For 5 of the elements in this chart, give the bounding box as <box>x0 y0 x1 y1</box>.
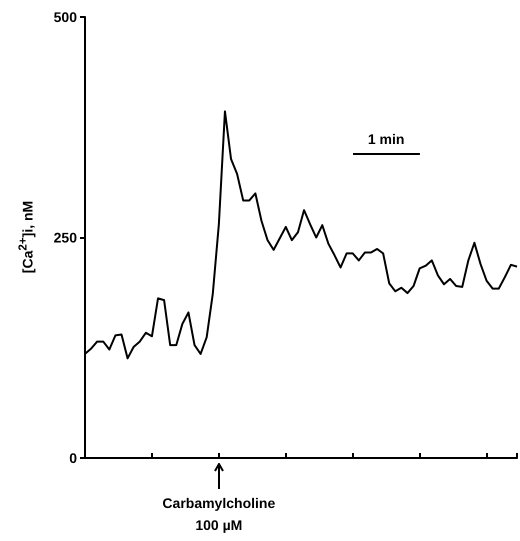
y-tick-label: 0 <box>69 450 78 466</box>
y-tick-label: 500 <box>54 9 78 25</box>
text: Carbamylcholine 100 µM <box>162 494 276 535</box>
annotation: 1 min <box>368 131 404 147</box>
y-tick-label: 250 <box>54 230 78 246</box>
